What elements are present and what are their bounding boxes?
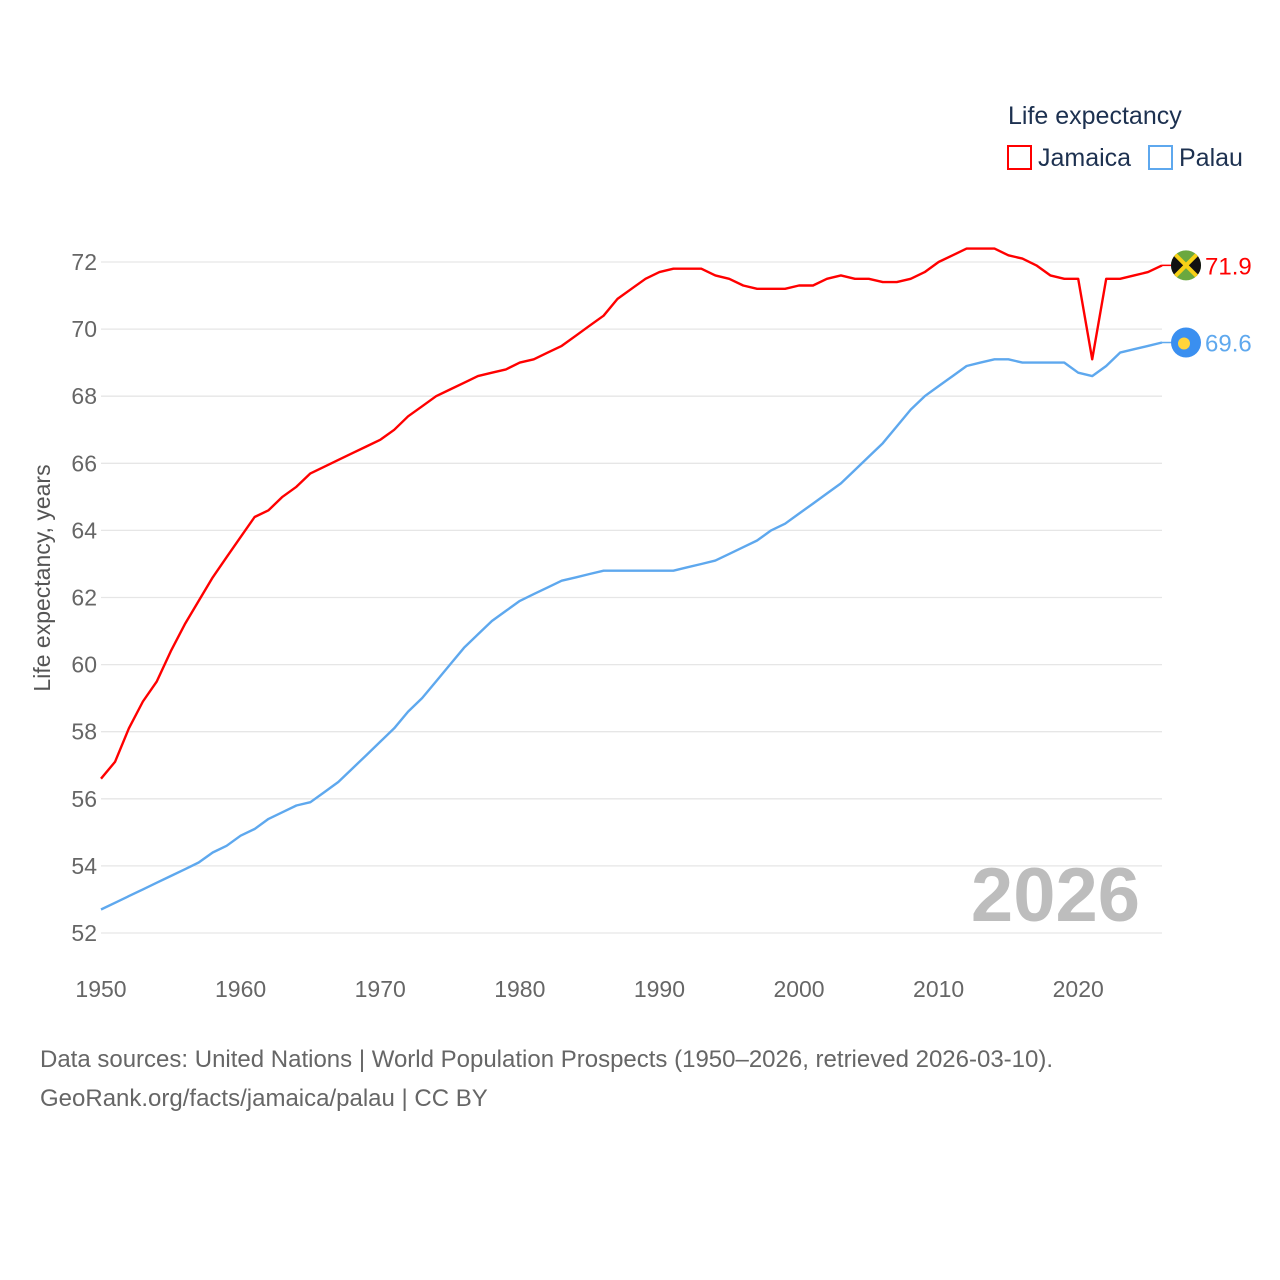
grid-lines <box>101 261 1162 934</box>
series-line-jamaica <box>100 247 1163 780</box>
year-watermark: 2026 <box>971 853 1140 938</box>
x-tick-label: 1950 <box>75 976 126 1002</box>
x-tick-label: 2020 <box>1053 976 1104 1002</box>
y-axis-label: Life expectancy, years <box>29 464 55 691</box>
palau-flag-icon <box>1171 327 1201 358</box>
series-line-palau <box>100 341 1163 911</box>
series-lines <box>100 247 1163 911</box>
legend-label-jamaica: Jamaica <box>1038 144 1131 172</box>
x-tick-label: 2010 <box>913 976 964 1002</box>
y-tick-label: 66 <box>71 450 97 476</box>
legend-title: Life expectancy <box>1008 102 1182 130</box>
x-tick-label: 1980 <box>494 976 545 1002</box>
legend-item-jamaica[interactable]: Jamaica <box>1007 144 1131 172</box>
y-tick-label: 60 <box>71 652 97 678</box>
series-end-markers: 71.9 69.6 <box>1162 250 1252 358</box>
legend-item-palau[interactable]: Palau <box>1148 144 1243 172</box>
credit-link[interactable]: GeoRank.org/facts/jamaica/palau | CC BY <box>40 1085 488 1112</box>
x-tick-label: 1960 <box>215 976 266 1002</box>
end-value-label-palau: 69.6 <box>1205 331 1252 358</box>
y-tick-label: 64 <box>71 517 97 543</box>
x-tick-label: 1990 <box>634 976 685 1002</box>
x-axis-ticks: 1950 1960 1970 1980 1990 2000 2010 2020 <box>75 976 1103 1002</box>
y-tick-label: 68 <box>71 383 97 409</box>
legend-swatch-palau <box>1148 145 1173 170</box>
data-source-text: Data sources: United Nations | World Pop… <box>40 1046 1054 1073</box>
y-tick-label: 52 <box>71 920 97 946</box>
jamaica-flag-icon <box>1171 250 1201 281</box>
x-tick-label: 2000 <box>773 976 824 1002</box>
y-tick-label: 62 <box>71 585 97 611</box>
y-tick-label: 54 <box>71 853 97 879</box>
y-axis-ticks: 52 54 56 58 60 62 64 66 68 70 72 <box>71 249 97 946</box>
x-tick-label: 1970 <box>355 976 406 1002</box>
y-tick-label: 72 <box>71 249 97 275</box>
legend-label-palau: Palau <box>1179 144 1243 172</box>
end-value-label-jamaica: 71.9 <box>1205 253 1252 280</box>
y-tick-label: 56 <box>71 786 97 812</box>
y-tick-label: 58 <box>71 719 97 745</box>
y-tick-label: 70 <box>71 316 97 342</box>
legend-swatch-jamaica <box>1007 145 1032 170</box>
